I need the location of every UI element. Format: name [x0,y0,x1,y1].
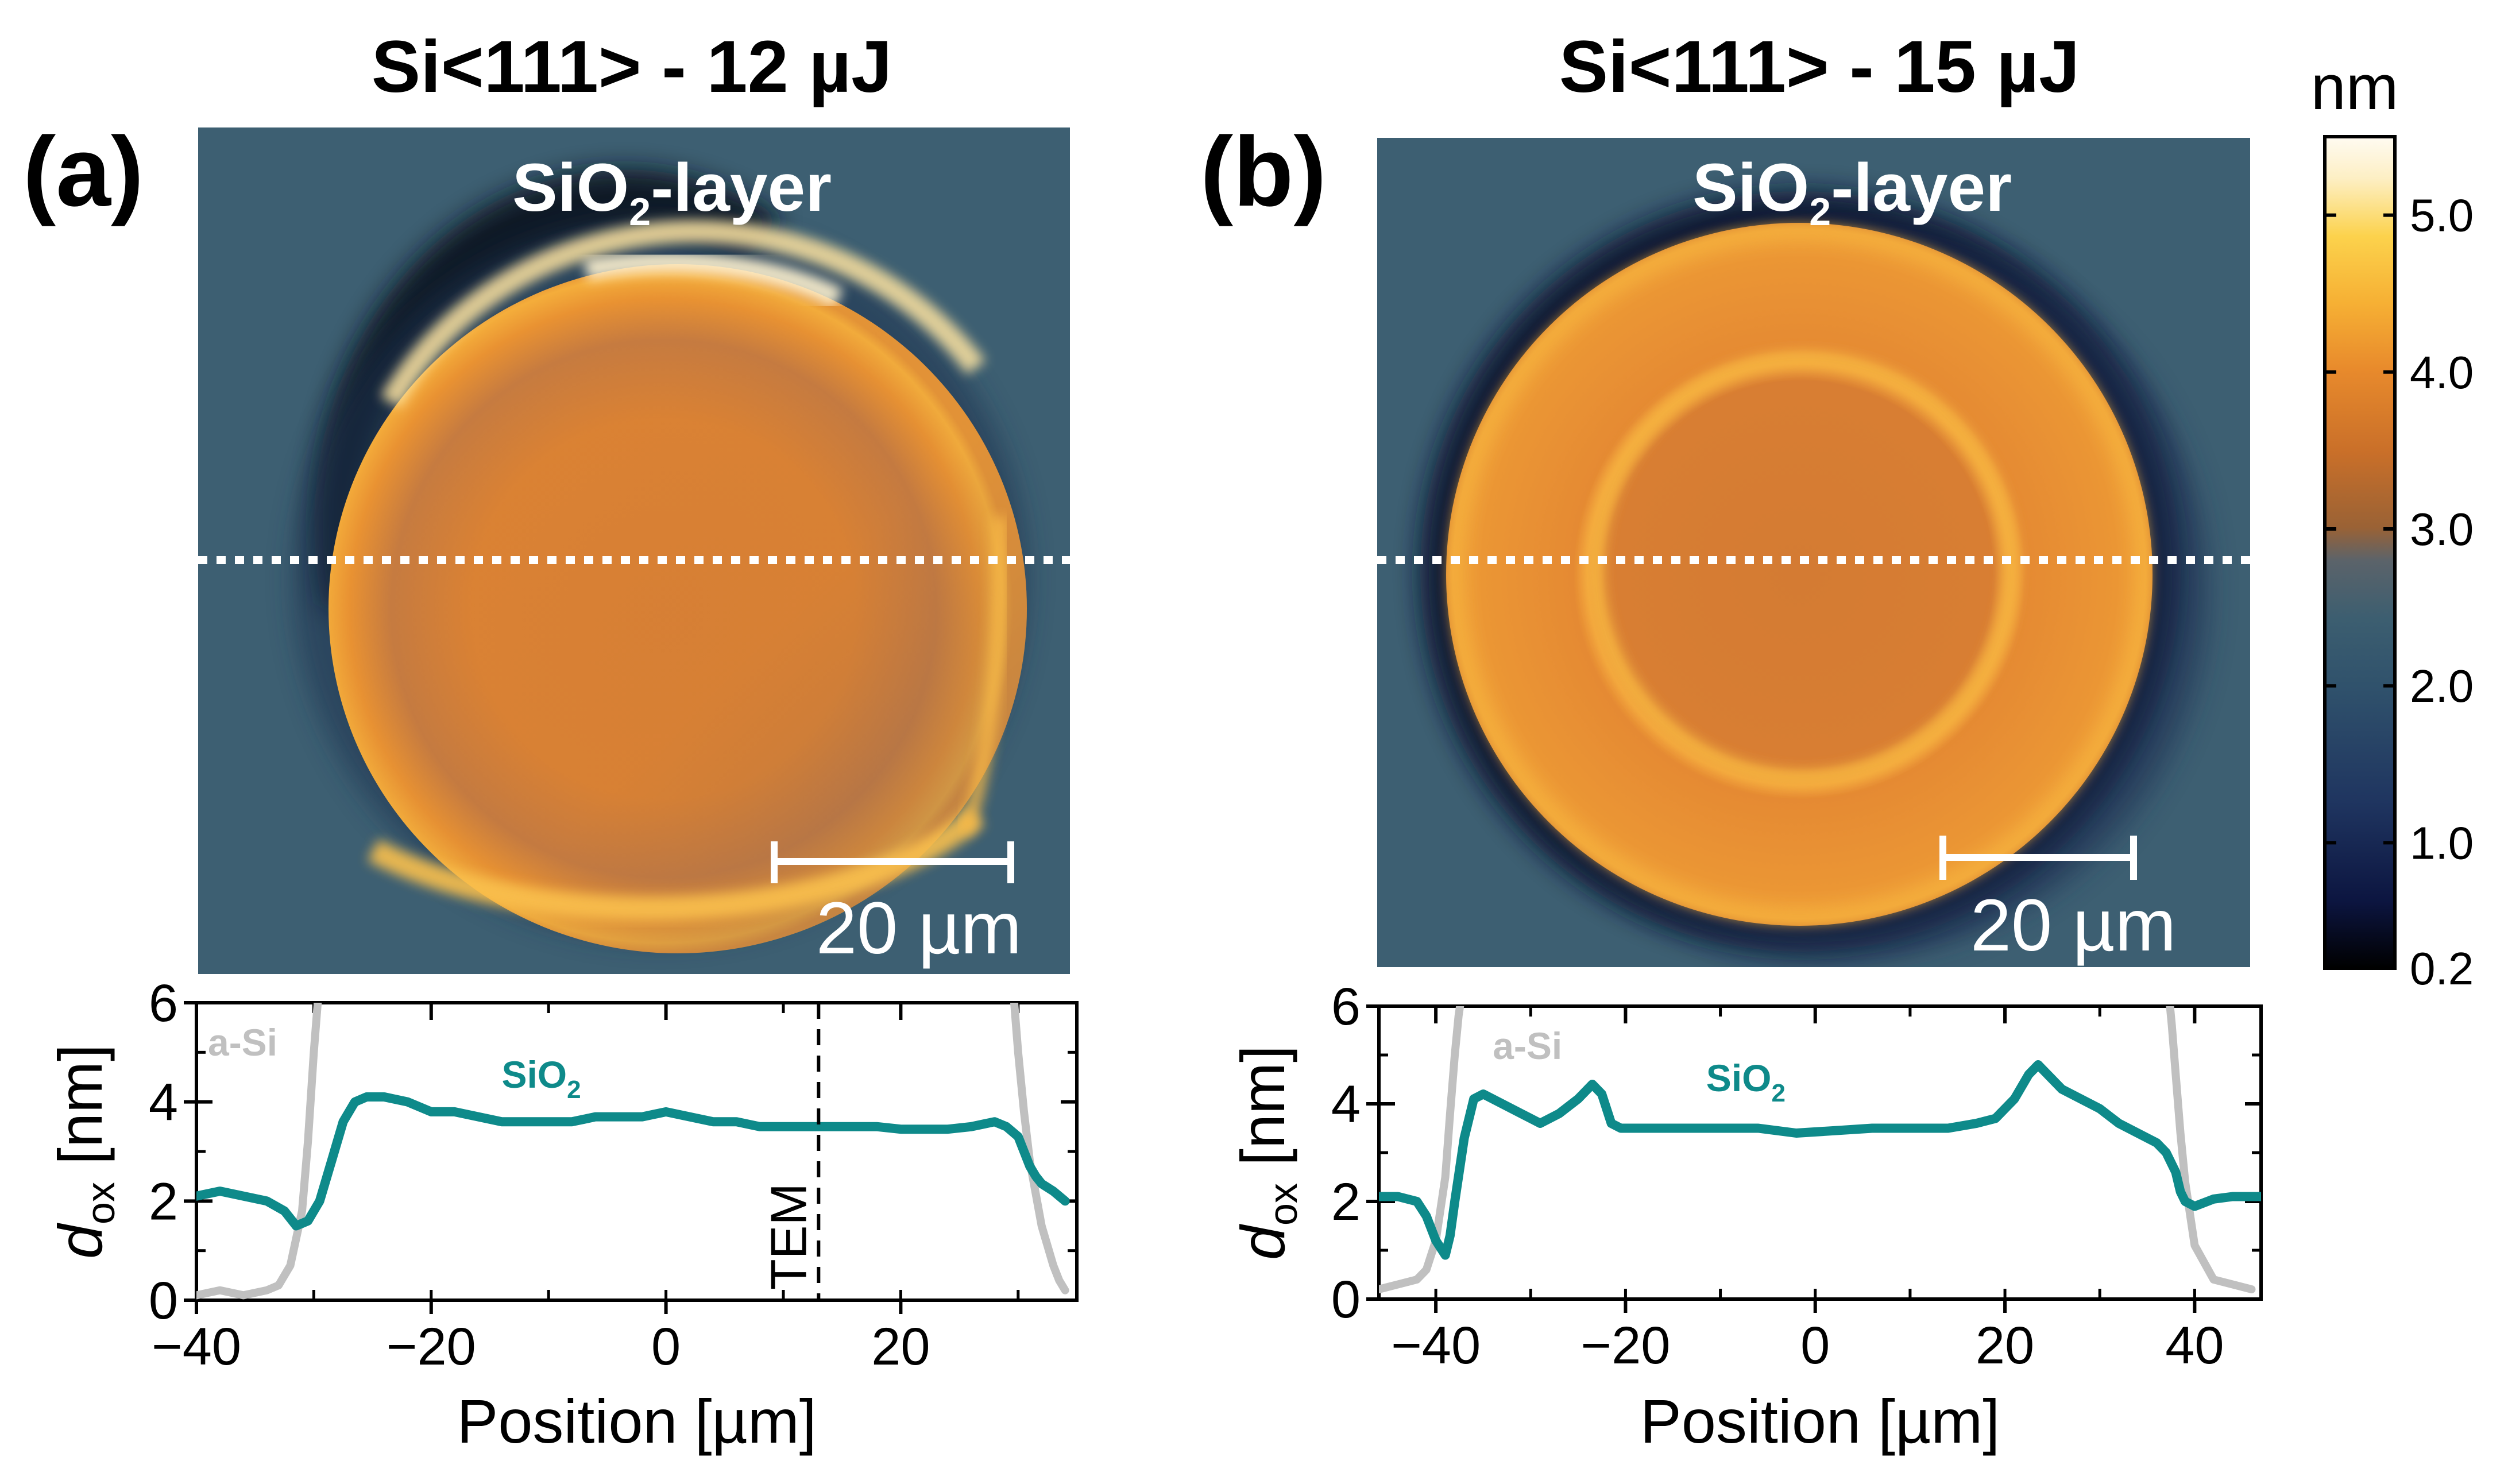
profile-b-axes: −40 −20 0 20 40 0 2 4 6 [1331,977,2263,1375]
profile-a-axes: −40 −20 0 20 0 2 4 6 [149,974,1079,1376]
colorbar-unit: nm [2311,52,2399,123]
x-tick-label: 20 [871,1317,930,1376]
y-tick-label: 4 [149,1073,178,1132]
x-tick-label: −40 [152,1317,241,1376]
profile-a-legend-a-si: a-Si [208,1021,277,1064]
map-b: 20 µm [1377,138,2250,967]
colorbar-tick-label: 3.0 [2410,504,2474,555]
y-tick-label: 2 [149,1172,178,1231]
panel-a-label: (a) [23,117,144,227]
y-tick-label: 0 [1331,1270,1361,1329]
profile-b-ylabel: dox [nm] [1228,1045,1305,1260]
panel-b-label: (b) [1200,117,1327,227]
y-tick-label: 4 [1331,1075,1361,1134]
y-tick-label: 0 [149,1272,178,1330]
panel-b-title: Si<111> - 15 µJ [1559,26,2080,108]
x-tick-label: −20 [387,1317,476,1376]
profile-b-series-sio2 [1379,1060,2261,1260]
map-b-scale-bar [1939,836,2137,880]
colorbar-tick-label: 5.0 [2410,190,2474,241]
profile-a-ylabel: dox [nm] [45,1044,123,1259]
colorbar-tick-label: 4.0 [2410,347,2474,398]
plot-frame [195,1001,1079,1302]
profile-b-legend-sio2: SiO2 [1706,1057,1786,1107]
map-a-scale-bar [771,841,1014,883]
profile-b-legend-a-si: a-Si [1493,1025,1562,1067]
map-b-label: SiO2-layer [1692,150,2012,234]
x-tick-label: −40 [1391,1316,1481,1375]
x-tick-label: 20 [1976,1316,2034,1375]
x-tick-label: 40 [2165,1316,2224,1375]
profile-b-xlabel: Position [µm] [1640,1386,2000,1456]
profile-a-series-sio2 [196,1092,1070,1231]
colorbar-tick-label: 2.0 [2410,660,2474,712]
colorbar: nm 5.0 4.0 3.0 2.0 1.0 0.2 [2311,52,2474,994]
profile-a: −40 −20 0 20 0 2 4 6 TEM a-Si SiO2 Position [µm… [45,974,1079,1456]
profile-a-tem-label: TEM [760,1183,817,1290]
x-tick-label: 0 [651,1317,681,1376]
profile-b-series-a-si [1379,1006,2256,1293]
map-a: 20 µm [198,127,1070,974]
colorbar-gradient [2323,135,2397,970]
profile-a-series-a-si [196,1003,1069,1300]
map-b-scale-label: 20 µm [1970,884,2176,967]
colorbar-ticks: 5.0 4.0 3.0 2.0 1.0 0.2 [2325,190,2474,994]
x-tick-label: 0 [1800,1316,1830,1375]
colorbar-tick-label: 1.0 [2410,817,2474,868]
profile-a-xlabel: Position [µm] [457,1386,816,1456]
profile-a-legend-sio2: SiO2 [501,1053,581,1104]
y-tick-label: 2 [1331,1173,1361,1231]
y-tick-label: 6 [149,974,178,1033]
x-tick-label: −20 [1580,1316,1670,1375]
colorbar-tick-label: 0.2 [2410,943,2474,994]
map-a-label: SiO2-layer [512,150,832,234]
y-tick-label: 6 [1331,977,1361,1036]
panel-a-title: Si<111> - 12 µJ [372,26,892,108]
map-a-scale-label: 20 µm [816,887,1022,969]
